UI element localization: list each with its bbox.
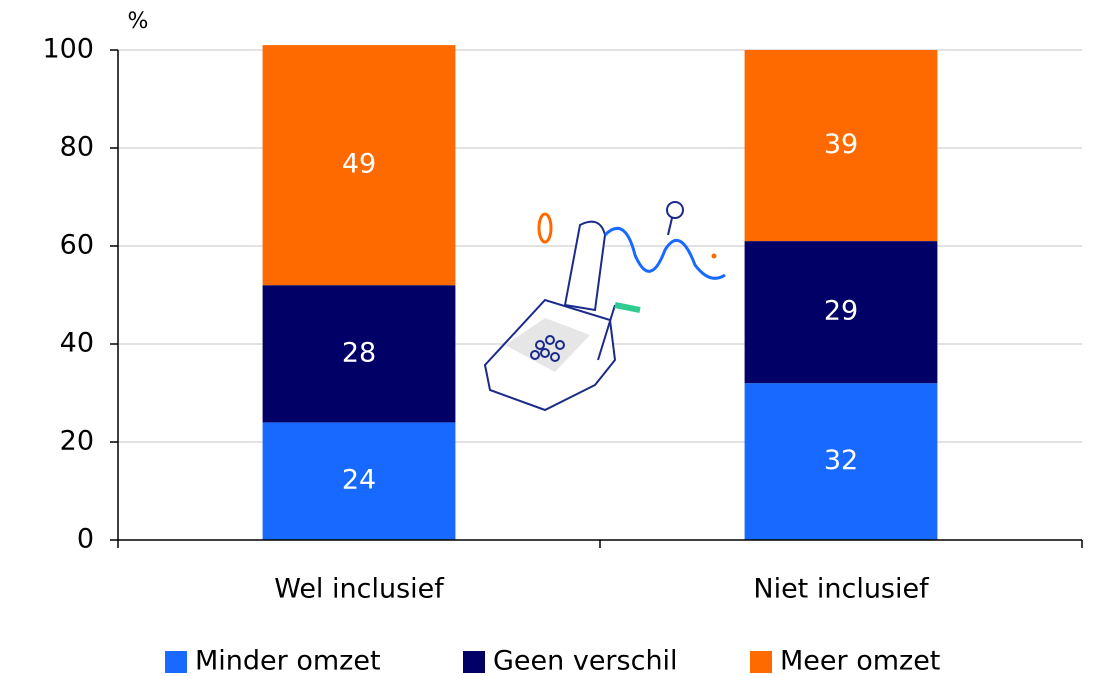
legend-label: Meer omzet (780, 646, 940, 676)
legend-swatch (463, 651, 485, 673)
y-tick-label: 100 (42, 34, 94, 65)
data-label: 24 (342, 465, 376, 496)
x-tick-label: Niet inclusief (753, 574, 930, 605)
y-tick-label: 80 (60, 132, 94, 163)
x-tick-label: Wel inclusief (274, 574, 445, 605)
legend-swatch (165, 651, 187, 673)
data-label: 28 (342, 337, 376, 368)
legend-label: Minder omzet (195, 646, 381, 676)
legend: Minder omzet Geen verschil Meer omzet (165, 646, 940, 676)
y-tick-label: 40 (60, 328, 94, 359)
y-tick-label: 0 (77, 524, 94, 555)
y-tick-label: 60 (60, 230, 94, 261)
data-label: 49 (342, 149, 376, 180)
chart: % 0 20 40 60 80 100 24 28 49 Wel inclusief 32 29 39 N… (0, 0, 1097, 676)
data-label: 39 (824, 129, 858, 160)
legend-label: Geen verschil (493, 646, 678, 676)
y-tick-label: 20 (60, 426, 94, 457)
legend-swatch (750, 651, 772, 673)
data-label: 32 (824, 445, 858, 476)
data-label: 29 (824, 296, 858, 327)
y-axis-label: % (128, 9, 149, 34)
illustration (485, 202, 725, 410)
